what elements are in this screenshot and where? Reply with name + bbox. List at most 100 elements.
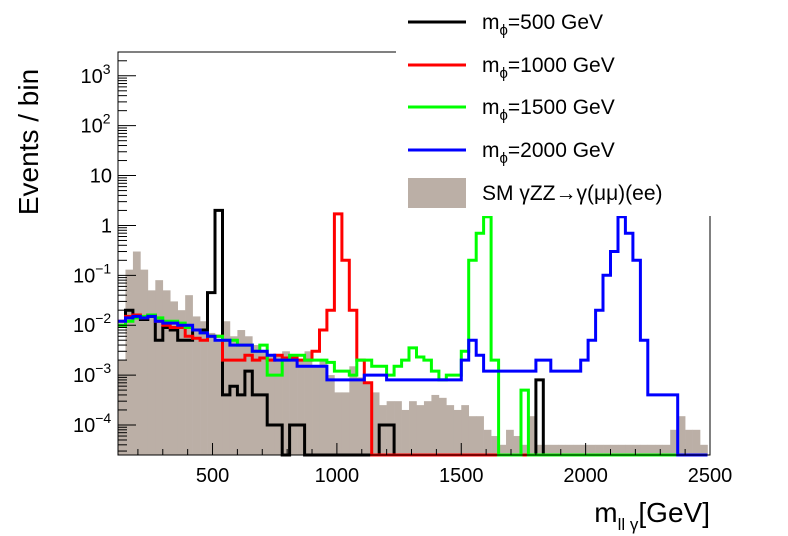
background-bin: [603, 444, 611, 455]
background-bin: [610, 444, 619, 455]
background-bin: [244, 336, 253, 455]
background-bin: [506, 429, 514, 455]
background-bin: [341, 392, 350, 455]
background-bin: [580, 444, 589, 455]
background-bin: [282, 351, 290, 455]
background-bin: [140, 269, 149, 455]
background-bin: [685, 429, 693, 455]
x-tick-label: 1000: [315, 465, 360, 487]
background-bin: [543, 444, 552, 455]
background-bin: [491, 436, 499, 455]
plot-area: [118, 208, 708, 457]
background-bin: [326, 375, 335, 455]
background-bin: [617, 444, 626, 455]
background-bin: [647, 444, 656, 455]
axes: 500 1000 1500 2000 2500 10−4 10−3 10−2 10−1 1 10 10…: [13, 60, 733, 534]
background-bin: [550, 444, 559, 455]
background-bin: [155, 280, 164, 455]
background-bin: [483, 429, 492, 455]
background-bin: [334, 392, 343, 455]
background-bin: [625, 444, 634, 455]
y-tick-label: 10−4: [73, 410, 111, 437]
background-bin: [423, 401, 432, 455]
legend-label-3: mϕ=2000 GeV: [482, 139, 615, 167]
background-bin: [386, 401, 395, 455]
background-bin: [692, 429, 701, 455]
background-bin: [670, 429, 678, 455]
background-bin: [356, 377, 365, 455]
background-bin: [118, 360, 126, 455]
background-bin: [259, 351, 268, 455]
y-tick-label: 102: [81, 111, 111, 138]
background-bin: [588, 444, 596, 455]
x-tick-label: 2500: [688, 465, 733, 487]
background-bin: [461, 405, 470, 455]
background-bin: [520, 444, 529, 455]
y-tick-label: 10: [90, 166, 112, 188]
legend-swatch-background: [408, 178, 466, 208]
background-bin: [267, 355, 276, 455]
background-bin: [200, 321, 208, 455]
background-bin: [312, 366, 320, 455]
background-bin: [185, 295, 193, 455]
background-bin: [371, 392, 380, 455]
background-bin: [297, 360, 305, 455]
background-bin: [558, 444, 567, 455]
background-bin: [595, 444, 604, 455]
y-axis-title: Events / bin: [13, 69, 44, 215]
background-bin: [677, 416, 686, 455]
background-bin: [573, 444, 581, 455]
x-tick-label: 1500: [439, 465, 484, 487]
background-bin: [319, 360, 328, 455]
background-bin: [215, 340, 223, 455]
background-bin: [632, 444, 641, 455]
background-bin: [513, 436, 522, 455]
y-tick-label: 10−2: [73, 310, 111, 337]
background-bin: [565, 444, 574, 455]
background-bin: [349, 366, 358, 455]
background-bin: [662, 444, 671, 455]
background-bin: [170, 301, 178, 455]
background-bin: [147, 290, 156, 455]
background-bin: [453, 409, 462, 455]
background-bin: [394, 401, 402, 455]
background-bin: [289, 360, 298, 455]
legend-label-0: mϕ=500 GeV: [482, 11, 603, 39]
legend: mϕ=500 GeV mϕ=1000 GeV mϕ=1500 GeV mϕ=2000 …: [396, 0, 726, 216]
x-axis-title: mll γ[GeV]: [594, 497, 710, 534]
background-bin: [274, 355, 283, 455]
background-bin: [162, 290, 171, 455]
background-bin: [229, 336, 238, 455]
background-bin: [364, 382, 373, 455]
background-bin: [192, 316, 201, 455]
y-tick-label: 10−3: [73, 360, 111, 387]
background-bin: [431, 394, 440, 455]
background-bin: [409, 401, 417, 455]
background-bin: [640, 444, 649, 455]
background-bin: [379, 405, 387, 455]
series-line-3: [118, 215, 708, 457]
y-tick-label: 10−1: [73, 260, 111, 287]
legend-label-2: mϕ=1500 GeV: [482, 96, 615, 124]
background-bin: [207, 332, 216, 455]
x-tick-label: 2000: [563, 465, 608, 487]
background-bin: [446, 405, 455, 455]
background-bin: [416, 405, 425, 455]
background-bin: [177, 310, 186, 455]
legend-label-1: mϕ=1000 GeV: [482, 54, 615, 82]
background-bin: [498, 444, 507, 455]
background-bin: [304, 351, 313, 455]
background-bin: [700, 444, 708, 455]
background-bin: [401, 409, 410, 455]
background-bin: [535, 444, 544, 455]
background-bin: [476, 416, 484, 455]
background-bin: [252, 345, 261, 455]
background-bin: [655, 444, 664, 455]
background-bin: [528, 416, 537, 455]
background-bin: [438, 397, 447, 455]
background-bin: [125, 269, 134, 455]
background-bin: [222, 321, 231, 455]
x-tick-label: 500: [196, 465, 229, 487]
y-tick-label: 1: [101, 215, 112, 237]
